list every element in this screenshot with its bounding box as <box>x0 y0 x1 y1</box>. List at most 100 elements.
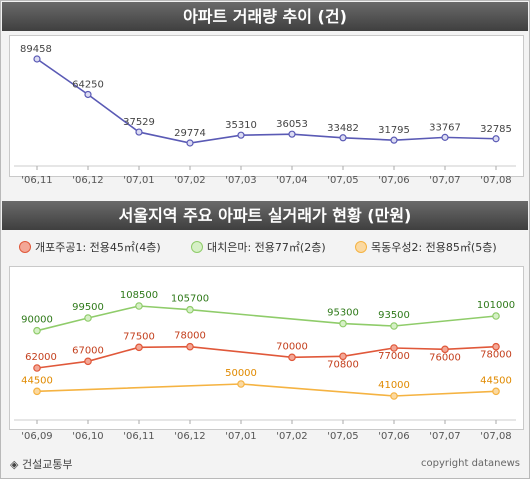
chart2-data-label-0: 77500 <box>123 331 155 342</box>
chart1-point <box>492 135 500 143</box>
chart2-series-line-1 <box>36 305 497 332</box>
legend-item-2: 목동우성2: 전용85㎡(5층) <box>355 239 497 255</box>
chart2-point-1 <box>135 302 143 310</box>
chart1-x-tick-label: '07,05 <box>327 175 358 186</box>
chart1-data-label: 31795 <box>378 125 410 136</box>
chart2-data-label-2: 44500 <box>21 375 53 386</box>
chart2-x-tick-label: '06,10 <box>72 431 103 442</box>
chart2-series-line-2 <box>36 383 497 397</box>
chart1-data-label: 32785 <box>480 124 512 135</box>
chart2-point-1 <box>390 322 398 330</box>
chart2-x-tick-label: '07,08 <box>480 431 511 442</box>
chart2-x-tick-label: '07,07 <box>429 431 460 442</box>
chart2-data-label-1: 108500 <box>120 290 158 301</box>
chart2-point-0 <box>441 345 449 354</box>
legend-label-0: 개포주공1: 전용45㎡(4층) <box>35 241 161 254</box>
chart2-point-2 <box>237 380 245 388</box>
chart1-x-tick-label: '06,12 <box>72 175 103 186</box>
chart1-x-tick-label: '07,07 <box>429 175 460 186</box>
chart2-data-label-1: 101000 <box>477 300 515 311</box>
chart1-x-tick-label: '07,03 <box>225 175 256 186</box>
chart2-x-tick-label: '07,06 <box>378 431 409 442</box>
chart2-data-label-0: 62000 <box>25 352 57 363</box>
chart2-data-label-0: 78000 <box>480 350 512 361</box>
chart1-x-tick-label: '07,01 <box>123 175 154 186</box>
chart1-x-tick-label: '07,02 <box>174 175 205 186</box>
legend-dot-1 <box>191 241 203 253</box>
chart2-panel <box>9 266 524 430</box>
legend-dot-0 <box>19 241 31 253</box>
chart2-point-1 <box>339 319 347 328</box>
chart1-point <box>84 90 92 99</box>
chart2-legend: 개포주공1: 전용45㎡(4층) 대치은마: 전용77㎡(2층) 목동우성2: … <box>9 234 522 260</box>
legend-label-2: 목동우성2: 전용85㎡(5층) <box>371 241 497 254</box>
chart2-data-label-1: 90000 <box>21 315 53 326</box>
chart1-x-tick-label: '06,11 <box>21 175 52 186</box>
chart2-point-0 <box>33 364 41 372</box>
chart1-data-label: 64250 <box>72 79 104 90</box>
chart2-x-tick-label: '06,09 <box>21 431 52 442</box>
chart1-point <box>288 130 296 138</box>
chart2-title: 서울지역 주요 아파트 실거래가 현황 (만원) <box>2 201 528 230</box>
chart1-data-label: 89458 <box>20 44 52 55</box>
legend-item-1: 대치은마: 전용77㎡(2층) <box>191 239 326 255</box>
chart2-data-label-1: 93500 <box>378 310 410 321</box>
chart1-point <box>339 134 347 142</box>
chart2-data-label-0: 70000 <box>276 341 308 352</box>
chart2-data-label-1: 95300 <box>327 308 359 319</box>
chart1-x-tick-label: '07,04 <box>276 175 307 186</box>
chart2-point-0 <box>339 352 347 361</box>
chart1-data-label: 35310 <box>225 120 257 131</box>
chart2-data-label-0: 70800 <box>327 359 359 370</box>
chart2-series-line-0 <box>36 345 497 369</box>
chart2-data-label-1: 99500 <box>72 302 104 313</box>
chart2-point-2 <box>33 387 41 396</box>
chart2-point-1 <box>33 326 41 335</box>
chart2-data-label-0: 77000 <box>378 351 410 362</box>
chart1-point <box>390 136 398 144</box>
chart1-point <box>237 131 245 139</box>
legend-label-1: 대치은마: 전용77㎡(2층) <box>207 241 326 254</box>
chart2-data-label-2: 50000 <box>225 368 257 379</box>
chart2-data-label-1: 105700 <box>171 294 209 305</box>
chart2-point-0 <box>288 353 296 362</box>
chart1-panel <box>9 35 524 177</box>
chart2-data-label-2: 44500 <box>480 375 512 386</box>
chart2-point-0 <box>84 357 92 366</box>
source-note: ◈ 건설교통부 <box>10 458 73 471</box>
copyright-note: copyright datanews <box>421 458 520 469</box>
chart2-point-1 <box>492 312 500 320</box>
chart2-data-label-0: 78000 <box>174 331 206 342</box>
chart1-title: 아파트 거래량 추이 (건) <box>2 2 528 31</box>
chart2-point-1 <box>186 305 194 314</box>
chart2-point-2 <box>390 392 398 400</box>
chart1-data-label: 29774 <box>174 128 206 139</box>
legend-dot-2 <box>355 241 367 253</box>
chart2-x-tick-label: '07,05 <box>327 431 358 442</box>
chart1-data-label: 36053 <box>276 119 308 130</box>
chart2-point-0 <box>186 342 194 351</box>
chart2-x-tick-label: '07,02 <box>276 431 307 442</box>
chart1-x-tick-label: '07,08 <box>480 175 511 186</box>
chart2-data-label-0: 76000 <box>429 352 461 363</box>
chart2-data-label-2: 41000 <box>378 380 410 391</box>
chart1-point <box>186 139 194 147</box>
chart2-x-tick-label: '07,01 <box>225 431 256 442</box>
legend-item-0: 개포주공1: 전용45㎡(4층) <box>19 239 161 255</box>
chart1-x-tick-label: '07,06 <box>378 175 409 186</box>
chart1-point <box>33 55 41 63</box>
chart1-data-label: 37529 <box>123 117 155 128</box>
chart2-point-1 <box>84 314 92 322</box>
chart1-series-line <box>36 58 497 144</box>
chart2-point-0 <box>390 344 398 352</box>
chart2-point-0 <box>135 343 143 352</box>
chart2-data-label-0: 67000 <box>72 345 104 356</box>
chart2-point-0 <box>492 342 500 351</box>
chart1-data-label: 33482 <box>327 123 359 134</box>
chart2-x-tick-label: '06,12 <box>174 431 205 442</box>
chart2-x-tick-label: '06,11 <box>123 431 154 442</box>
chart2-point-2 <box>492 387 500 396</box>
chart1-point <box>441 133 449 141</box>
chart1-data-label: 33767 <box>429 122 461 133</box>
